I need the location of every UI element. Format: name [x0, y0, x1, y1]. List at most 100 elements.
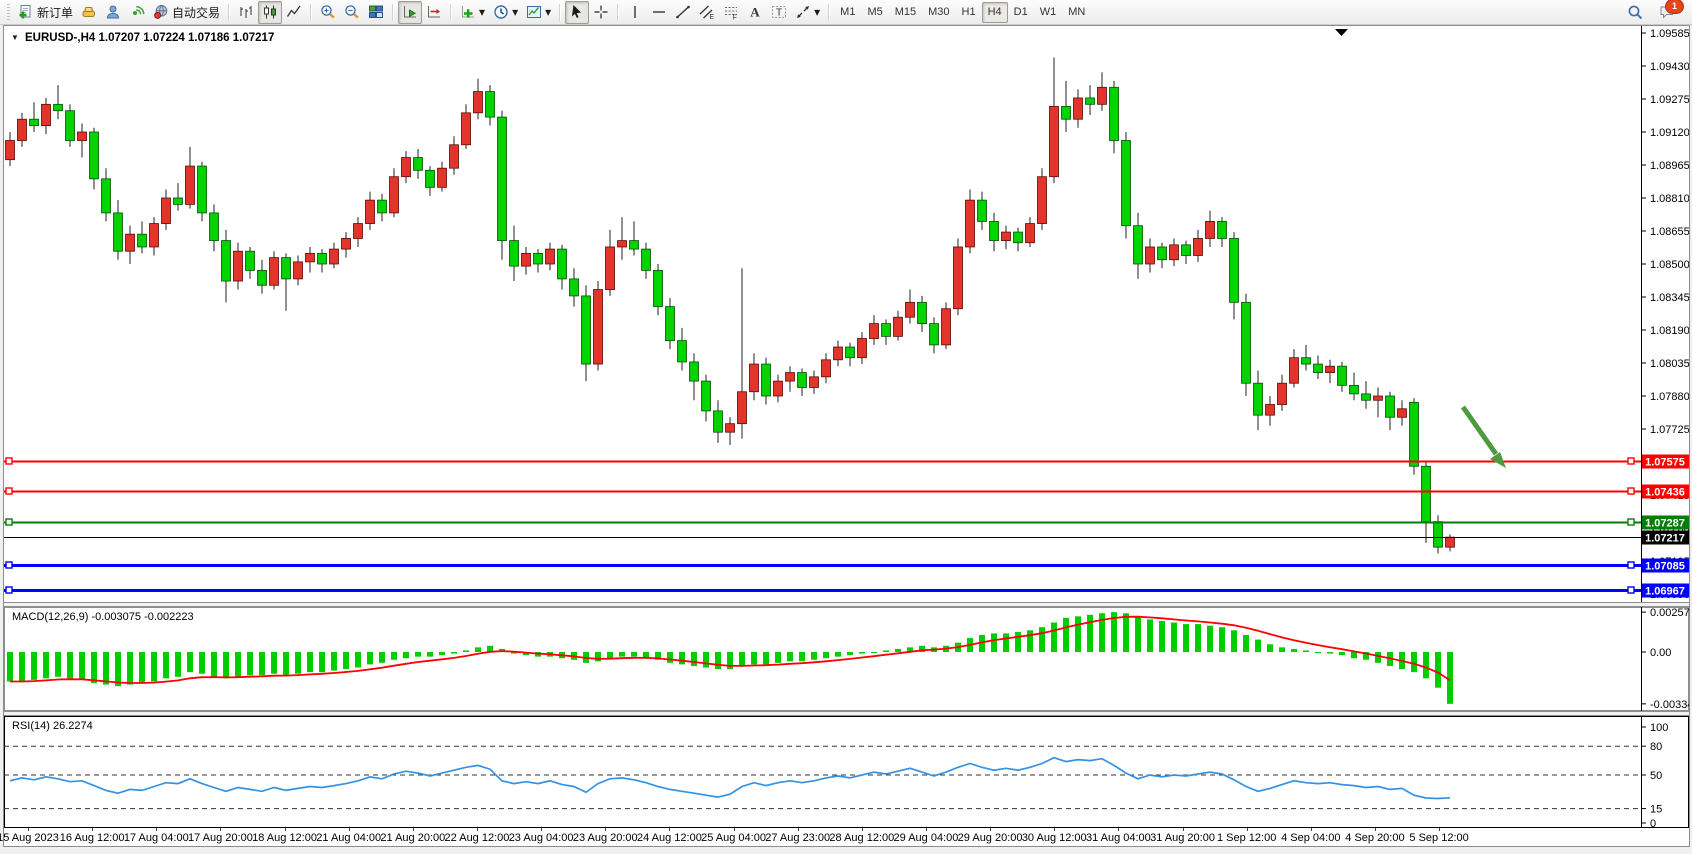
tf-m5[interactable]: M5 — [861, 2, 888, 23]
trendline-button[interactable] — [671, 1, 695, 24]
chevron-down-icon[interactable]: ▾ — [512, 5, 519, 19]
toolbar-separator — [617, 3, 620, 21]
svg-text:1.07436: 1.07436 — [1645, 487, 1685, 499]
rsi-panel[interactable]: 100 80 50 15 0 RSI(14) 26.2274 — [4, 716, 1689, 828]
tf-d1[interactable]: D1 — [1008, 2, 1034, 23]
bar-chart-button[interactable] — [234, 1, 258, 24]
time-axis-tick — [605, 828, 607, 831]
svg-text:1.07575: 1.07575 — [1645, 457, 1685, 469]
time-axis[interactable]: 15 Aug 2023 16 Aug 12:00 17 Aug 04:00 17 Au… — [0, 828, 1689, 846]
svg-text:80: 80 — [1650, 741, 1662, 753]
auto-scroll-button[interactable] — [398, 0, 423, 24]
chart-shift-marker[interactable] — [1335, 29, 1348, 36]
search-button[interactable] — [1623, 1, 1647, 24]
panel-splitter[interactable] — [4, 602, 1689, 607]
time-axis-tick — [1118, 828, 1120, 831]
toolbar: 新订单 自动交易 ▾ ▾ ▾ E F A T ▾ M1 M5 M15 M30 H1 H4 D1 W1 MN 1 — [0, 0, 1692, 25]
tf-mn[interactable]: MN — [1062, 2, 1091, 23]
crosshair-icon — [594, 5, 608, 19]
vertical-line-button[interactable] — [623, 1, 647, 24]
new-order-button[interactable]: 新订单 — [14, 1, 77, 24]
chart-shift-button[interactable] — [422, 1, 446, 24]
periods-button[interactable]: ▾ — [489, 1, 522, 24]
candles-icon — [264, 5, 277, 19]
time-axis-label: 18 Aug 12:00 — [252, 832, 317, 844]
notification-badge: 1 — [1665, 0, 1684, 14]
tf-h4[interactable]: H4 — [981, 1, 1008, 23]
svg-text:1.08810: 1.08810 — [1650, 193, 1689, 205]
time-axis-label: 29 Aug 20:00 — [957, 832, 1023, 844]
vline-icon — [634, 6, 636, 18]
candlestick-chart-button[interactable] — [258, 0, 283, 24]
horizontal-line-button[interactable] — [647, 1, 671, 24]
chevron-down-icon[interactable]: ▾ — [814, 5, 821, 19]
signals-button[interactable] — [125, 1, 149, 24]
tf-d1-label: D1 — [1013, 6, 1028, 18]
rsi-label: RSI(14) 26.2274 — [12, 720, 93, 732]
macd-label: MACD(12,26,9) -0.003075 -0.002223 — [12, 611, 194, 623]
tile-windows-button[interactable] — [364, 1, 388, 24]
tf-m15[interactable]: M15 — [889, 2, 922, 23]
time-axis-tick — [1246, 828, 1248, 831]
toolbar-separator — [450, 3, 453, 21]
tile-icon — [369, 5, 384, 18]
time-axis-tick — [1439, 828, 1441, 831]
gold-button[interactable] — [77, 1, 101, 24]
time-axis-label: 23 Aug 04:00 — [508, 832, 574, 844]
chart-window: 1.09585 1.09430 1.09275 1.09120 1.08965 1.088… — [0, 25, 1690, 847]
svg-text:F: F — [733, 15, 737, 21]
text-icon: A — [750, 5, 760, 20]
arrows-button[interactable]: ▾ — [791, 1, 824, 24]
svg-text:0: 0 — [1650, 818, 1656, 828]
notifications-button[interactable]: 1 — [1655, 0, 1684, 24]
fibonacci-button[interactable]: F — [719, 1, 743, 24]
svg-text:15: 15 — [1650, 804, 1662, 816]
line-chart-button[interactable] — [282, 1, 306, 24]
autotrading-button-label: 自动交易 — [172, 5, 221, 20]
template-icon — [527, 6, 542, 18]
symbol-menu-icon[interactable]: ▼ — [11, 33, 19, 42]
templates-button[interactable]: ▾ — [522, 1, 555, 24]
gold-icon — [82, 7, 96, 17]
time-axis-tick — [284, 828, 286, 831]
time-axis-label: 28 Aug 12:00 — [829, 832, 895, 844]
indicators-button[interactable]: ▾ — [456, 1, 489, 24]
zoom-in-button[interactable] — [316, 1, 340, 24]
community-button[interactable] — [101, 1, 125, 24]
cursor-button[interactable] — [565, 0, 590, 24]
zoom-out-button[interactable] — [340, 1, 364, 24]
horizontal-lines[interactable]: 1.07575 1.07436 1.07287 1.07217 1.07085 1.069… — [4, 454, 1689, 598]
equidistant-channel-button[interactable]: E — [695, 1, 719, 24]
svg-text:1.09120: 1.09120 — [1650, 127, 1689, 139]
annotation-arrow[interactable] — [1460, 405, 1506, 468]
text-label-button[interactable]: T — [767, 1, 791, 24]
price-chart-panel[interactable]: 1.09585 1.09430 1.09275 1.09120 1.08965 1.088… — [4, 26, 1689, 602]
candlesticks — [5, 57, 1455, 554]
autotrading-button[interactable]: 自动交易 — [149, 1, 224, 24]
tf-h1[interactable]: H1 — [956, 2, 982, 23]
time-axis-tick — [797, 828, 799, 831]
user-icon — [107, 5, 120, 19]
panel-splitter[interactable] — [4, 711, 1689, 716]
crosshair-button[interactable] — [589, 1, 613, 24]
tf-m1[interactable]: M1 — [834, 2, 861, 23]
text-button[interactable]: A — [743, 1, 767, 24]
toolbar-grip — [7, 4, 10, 20]
time-axis-tick — [925, 828, 927, 831]
toolbar-separator — [310, 3, 313, 21]
macd-panel[interactable]: 0.002573 0.00 -0.003344 MACD(12,26,9) -0.00… — [4, 607, 1689, 711]
macd-signal-line — [10, 615, 1451, 684]
tf-m30[interactable]: M30 — [922, 2, 955, 23]
svg-text:1.07725: 1.07725 — [1650, 424, 1689, 436]
zoom-out-icon — [345, 5, 359, 19]
time-axis-tick — [412, 828, 414, 831]
tf-w1[interactable]: W1 — [1034, 2, 1063, 23]
svg-text:T: T — [776, 8, 782, 19]
chevron-down-icon[interactable]: ▾ — [479, 5, 486, 19]
search-icon — [1628, 5, 1643, 20]
svg-text:0.00: 0.00 — [1650, 647, 1671, 659]
svg-text:1.09430: 1.09430 — [1650, 61, 1689, 73]
chevron-down-icon[interactable]: ▾ — [545, 5, 552, 19]
autoscroll-icon — [404, 6, 417, 18]
